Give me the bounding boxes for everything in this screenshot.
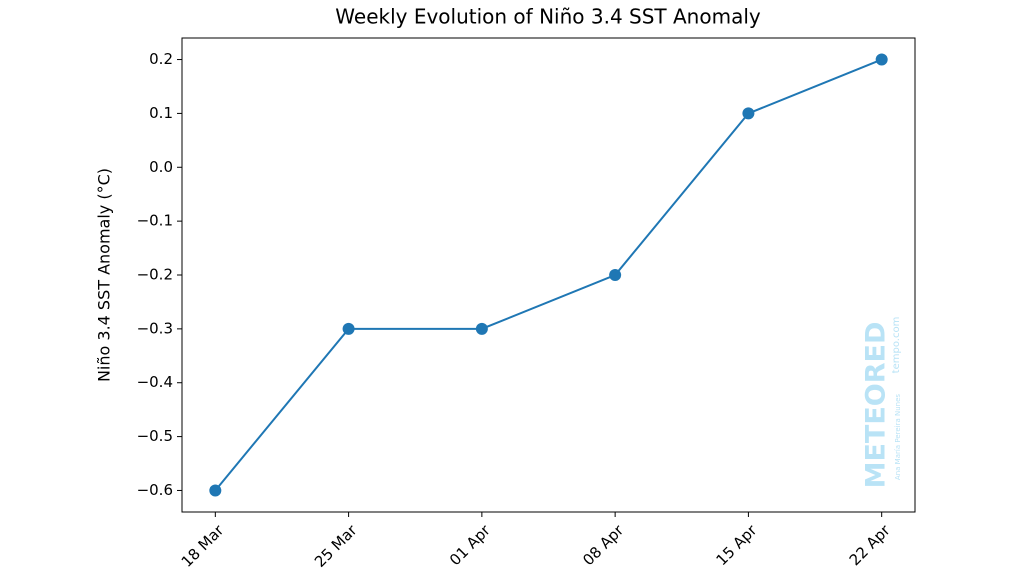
x-tick-label: 22 Apr: [846, 521, 895, 570]
y-tick-label: −0.6: [137, 481, 173, 499]
point: [875, 53, 888, 66]
y-tick-label: −0.3: [137, 319, 173, 337]
y-axis-label: Niño 3.4 SST Anomaly (°C): [95, 168, 114, 382]
y-tick-label: 0.2: [149, 50, 173, 68]
plot-frame: [181, 37, 916, 513]
watermark-site: tempo.com: [891, 317, 902, 374]
y-tick-label: 0.0: [149, 158, 173, 176]
point: [609, 269, 622, 281]
point: [342, 322, 355, 335]
y-tick-label: −0.2: [137, 266, 173, 284]
y-tick-label: −0.4: [137, 373, 173, 391]
point: [475, 322, 488, 335]
x-tick-label: 01 Apr: [446, 521, 495, 570]
x-tick-label: 18 Mar: [178, 521, 228, 571]
line: [214, 58, 883, 492]
x-tick-label: 15 Apr: [712, 521, 761, 570]
y-tick-label: 0.1: [149, 104, 173, 122]
y-tick-label: −0.5: [137, 427, 173, 445]
y-tick-label: −0.1: [137, 212, 173, 230]
x-tick-label: 08 Apr: [579, 521, 628, 570]
point: [742, 107, 755, 120]
chart-title: Weekly Evolution of Niño 3.4 SST Anomaly: [335, 5, 761, 29]
point: [209, 484, 222, 497]
watermark-author: Ana María Pereira Nunes: [894, 394, 902, 480]
x-tick-label: 25 Mar: [311, 521, 361, 571]
watermark-brand: METEORED: [861, 322, 892, 489]
